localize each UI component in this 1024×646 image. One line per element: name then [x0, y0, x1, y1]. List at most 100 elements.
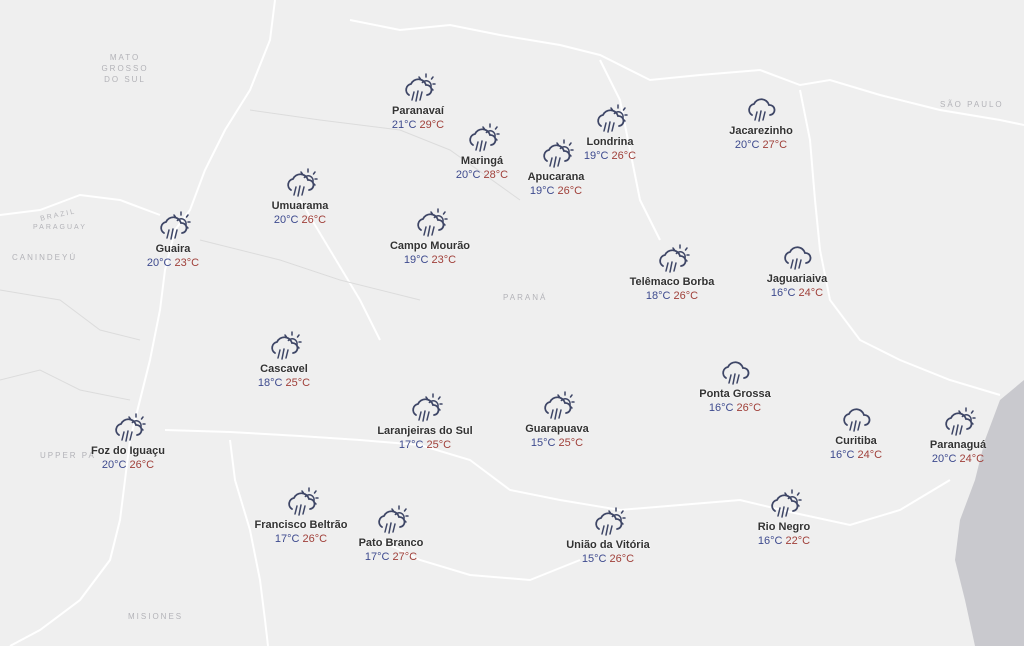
city-marker[interactable]: Cascavel 18°C 25°C: [214, 330, 354, 390]
city-marker[interactable]: Guarapuava 15°C 25°C: [487, 390, 627, 450]
city-marker[interactable]: Telêmaco Borba 18°C 26°C: [602, 243, 742, 303]
city-marker[interactable]: União da Vitória 15°C 26°C: [538, 506, 678, 566]
temp-max: 24°C: [798, 287, 824, 299]
city-name: Laranjeiras do Sul: [377, 425, 473, 437]
temp-min: 20°C: [455, 169, 481, 181]
temp-min: 19°C: [403, 254, 429, 266]
city-marker[interactable]: Ponta Grossa 16°C 26°C: [665, 355, 805, 415]
temp-min: 17°C: [364, 551, 390, 563]
city-marker[interactable]: Laranjeiras do Sul 17°C 25°C: [355, 392, 495, 452]
city-name: Cascavel: [260, 363, 308, 375]
city-temperatures: 20°C 26°C: [230, 213, 370, 227]
temp-min: 20°C: [146, 257, 172, 269]
temp-max: 29°C: [419, 119, 445, 131]
temp-min: 20°C: [931, 453, 957, 465]
city-name: Apucarana: [527, 171, 585, 183]
sun-cloud-rain-icon: [945, 407, 976, 436]
temp-max: 24°C: [857, 449, 883, 461]
temp-min: 20°C: [101, 459, 127, 471]
sun-cloud-rain-icon: [412, 393, 443, 422]
temp-max: 23°C: [431, 254, 457, 266]
city-temperatures: 20°C 28°C: [412, 168, 552, 182]
city-temperatures: 18°C 26°C: [602, 289, 742, 303]
temp-max: 26°C: [301, 214, 327, 226]
cloud-rain-icon: [784, 246, 812, 270]
city-name: Umuarama: [271, 200, 329, 212]
sun-cloud-rain-icon: [595, 507, 626, 536]
city-temperatures: 19°C 26°C: [486, 184, 626, 198]
city-marker[interactable]: Apucarana 19°C 26°C: [486, 138, 626, 198]
city-temperatures: 15°C 25°C: [487, 436, 627, 450]
city-marker[interactable]: Rio Negro 16°C 22°C: [714, 488, 854, 548]
city-name: Campo Mourão: [389, 240, 471, 252]
temp-max: 26°C: [736, 402, 762, 414]
temp-min: 20°C: [273, 214, 299, 226]
temp-min: 19°C: [529, 185, 555, 197]
sun-cloud-rain-icon: [288, 487, 319, 516]
cloud-rain-icon: [722, 361, 750, 385]
temp-max: 26°C: [557, 185, 583, 197]
temp-max: 26°C: [129, 459, 155, 471]
sun-cloud-rain-icon: [378, 505, 409, 534]
city-marker[interactable]: Umuarama 20°C 26°C: [230, 167, 370, 227]
city-marker[interactable]: Foz do Iguaçu 20°C 26°C: [58, 412, 198, 472]
temp-max: 24°C: [959, 453, 985, 465]
city-marker[interactable]: Jacarezinho 20°C 27°C: [691, 92, 831, 152]
city-temperatures: 20°C 26°C: [58, 458, 198, 472]
sun-cloud-rain-icon: [405, 73, 436, 102]
city-marker[interactable]: Francisco Beltrão 17°C 26°C: [231, 486, 371, 546]
city-marker[interactable]: Paranaguá 20°C 24°C: [888, 406, 1024, 466]
temp-max: 27°C: [762, 139, 788, 151]
city-temperatures: 20°C 27°C: [691, 138, 831, 152]
temp-min: 15°C: [581, 553, 607, 565]
borders: [0, 109, 521, 401]
sun-cloud-rain-icon: [417, 208, 448, 237]
city-name: Londrina: [586, 136, 634, 148]
region-label-canindeyu: CANINDEYÚ: [12, 253, 78, 262]
city-name: Pato Branco: [358, 537, 424, 549]
city-temperatures: 20°C 24°C: [888, 452, 1024, 466]
city-temperatures: 18°C 25°C: [214, 376, 354, 390]
temp-min: 18°C: [645, 290, 671, 302]
city-marker[interactable]: Campo Mourão 19°C 23°C: [360, 207, 500, 267]
city-name: Guaira: [155, 243, 191, 255]
ocean: [955, 380, 1024, 646]
city-name: Jaguariaiva: [766, 273, 828, 285]
temp-min: 18°C: [257, 377, 283, 389]
city-temperatures: 16°C 24°C: [786, 448, 926, 462]
city-temperatures: 16°C 24°C: [727, 286, 867, 300]
cloud-rain-icon: [748, 98, 776, 122]
temp-max: 26°C: [673, 290, 699, 302]
city-temperatures: 19°C 26°C: [540, 149, 680, 163]
sun-cloud-rain-icon: [659, 244, 690, 273]
city-name: União da Vitória: [566, 539, 650, 551]
region-label-parana: PARANÁ: [503, 293, 548, 302]
city-marker[interactable]: Guaira 20°C 23°C: [103, 210, 243, 270]
city-marker[interactable]: Jaguariaiva 16°C 24°C: [727, 240, 867, 300]
city-marker[interactable]: Paranavaí 21°C 29°C: [348, 72, 488, 132]
city-marker[interactable]: Londrina 19°C 26°C: [540, 103, 680, 163]
city-marker[interactable]: Curitiba 16°C 24°C: [786, 402, 926, 462]
temp-max: 26°C: [302, 533, 328, 545]
temp-max: 25°C: [426, 439, 452, 451]
city-name: Ponta Grossa: [699, 388, 771, 400]
temp-min: 17°C: [274, 533, 300, 545]
city-marker[interactable]: Pato Branco 17°C 27°C: [321, 504, 461, 564]
cloud-rain-icon: [843, 408, 871, 432]
temp-max: 28°C: [483, 169, 509, 181]
temp-max: 26°C: [609, 553, 635, 565]
city-temperatures: 16°C 26°C: [665, 401, 805, 415]
city-marker[interactable]: Maringá 20°C 28°C: [412, 122, 552, 182]
city-temperatures: 20°C 23°C: [103, 256, 243, 270]
temp-max: 25°C: [285, 377, 311, 389]
temp-max: 26°C: [611, 150, 637, 162]
temp-min: 20°C: [734, 139, 760, 151]
sun-cloud-rain-icon: [544, 391, 575, 420]
sun-cloud-rain-icon: [271, 331, 302, 360]
sun-cloud-rain-icon: [469, 123, 500, 152]
city-name: Paranaguá: [929, 439, 987, 451]
city-temperatures: 17°C 27°C: [321, 550, 461, 564]
